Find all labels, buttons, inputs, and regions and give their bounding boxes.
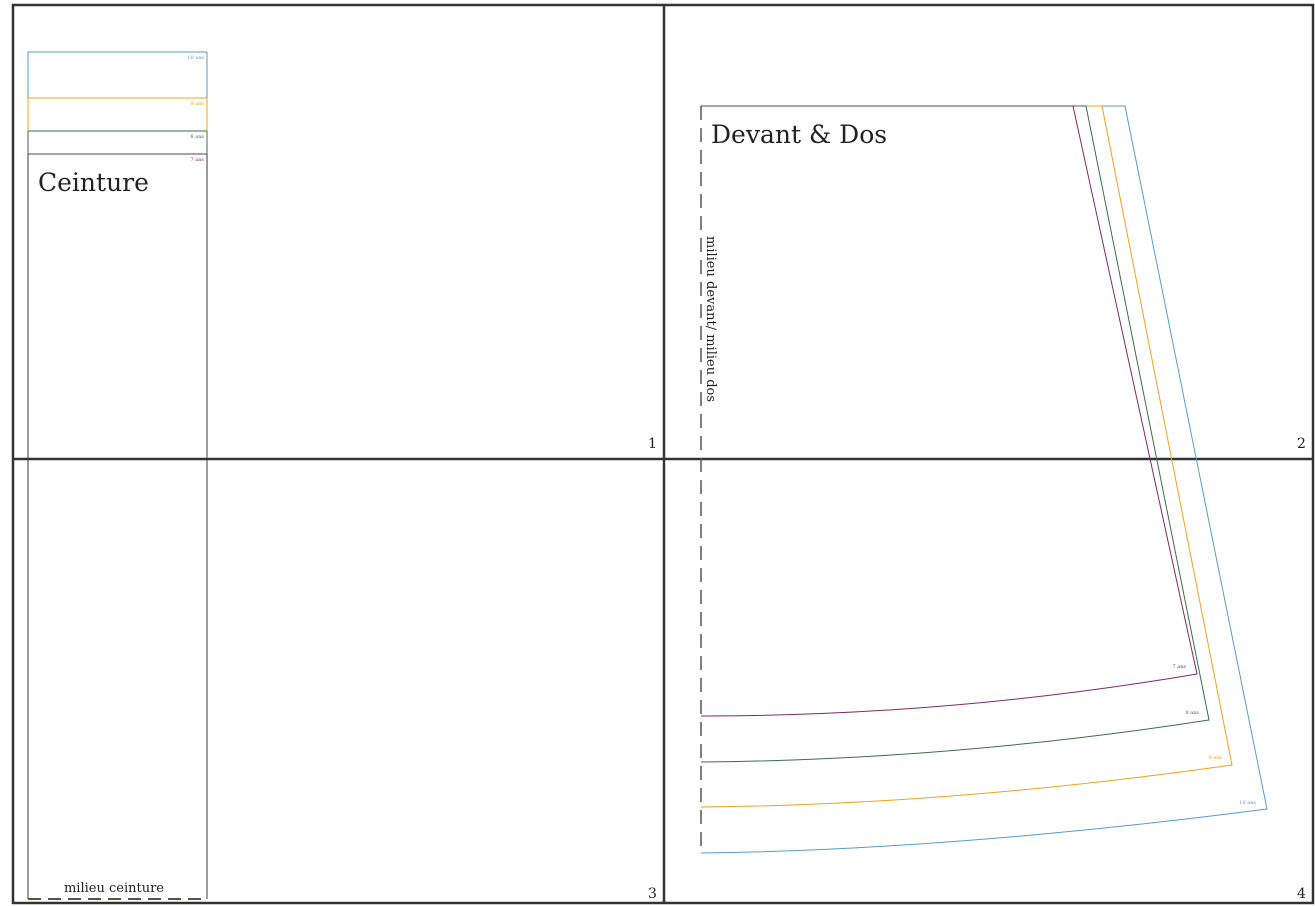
page-grid xyxy=(11,3,1315,905)
page-number-4: 4 xyxy=(1297,886,1306,902)
ceinture-size-label-10-ans: 10 ans xyxy=(187,55,204,61)
page-number-3: 3 xyxy=(648,886,657,902)
devant-dos-outline-10-ans xyxy=(700,105,1268,854)
devant-dos-size-label-8-ans: 8 ans xyxy=(1185,710,1199,716)
devant-dos-size-label-7-ans: 7 ans xyxy=(1172,664,1186,670)
devant-dos-outline-9-ans xyxy=(700,105,1233,808)
devant-dos-size-label-10-ans: 10 ans xyxy=(1239,800,1256,806)
page-numbers: 1 2 3 4 xyxy=(648,436,1306,902)
page-number-1: 1 xyxy=(648,436,657,452)
devant-dos-fold-label: milieu devant/ milieu dos xyxy=(703,236,718,402)
ceinture-piece: 10 ans 9 ans 8 ans 7 ans Ceinture milieu… xyxy=(27,51,208,900)
ceinture-size-label-7-ans: 7 ans xyxy=(190,157,204,163)
devant-dos-outline-7-ans xyxy=(700,105,1198,717)
devant-dos-title: Devant & Dos xyxy=(711,120,887,149)
ceinture-title: Ceinture xyxy=(38,168,149,197)
devant-dos-size-label-9-ans: 9 ans xyxy=(1208,755,1222,761)
ceinture-size-label-9-ans: 9 ans xyxy=(190,101,204,107)
devant-dos-piece: 7 ans 8 ans 9 ans 10 ans Devant & Dos mi… xyxy=(700,105,1268,854)
devant-dos-outline-8-ans xyxy=(700,105,1210,763)
page-number-2: 2 xyxy=(1297,436,1306,452)
ceinture-fold-label: milieu ceinture xyxy=(64,881,164,896)
ceinture-size-label-8-ans: 8 ans xyxy=(190,134,204,140)
